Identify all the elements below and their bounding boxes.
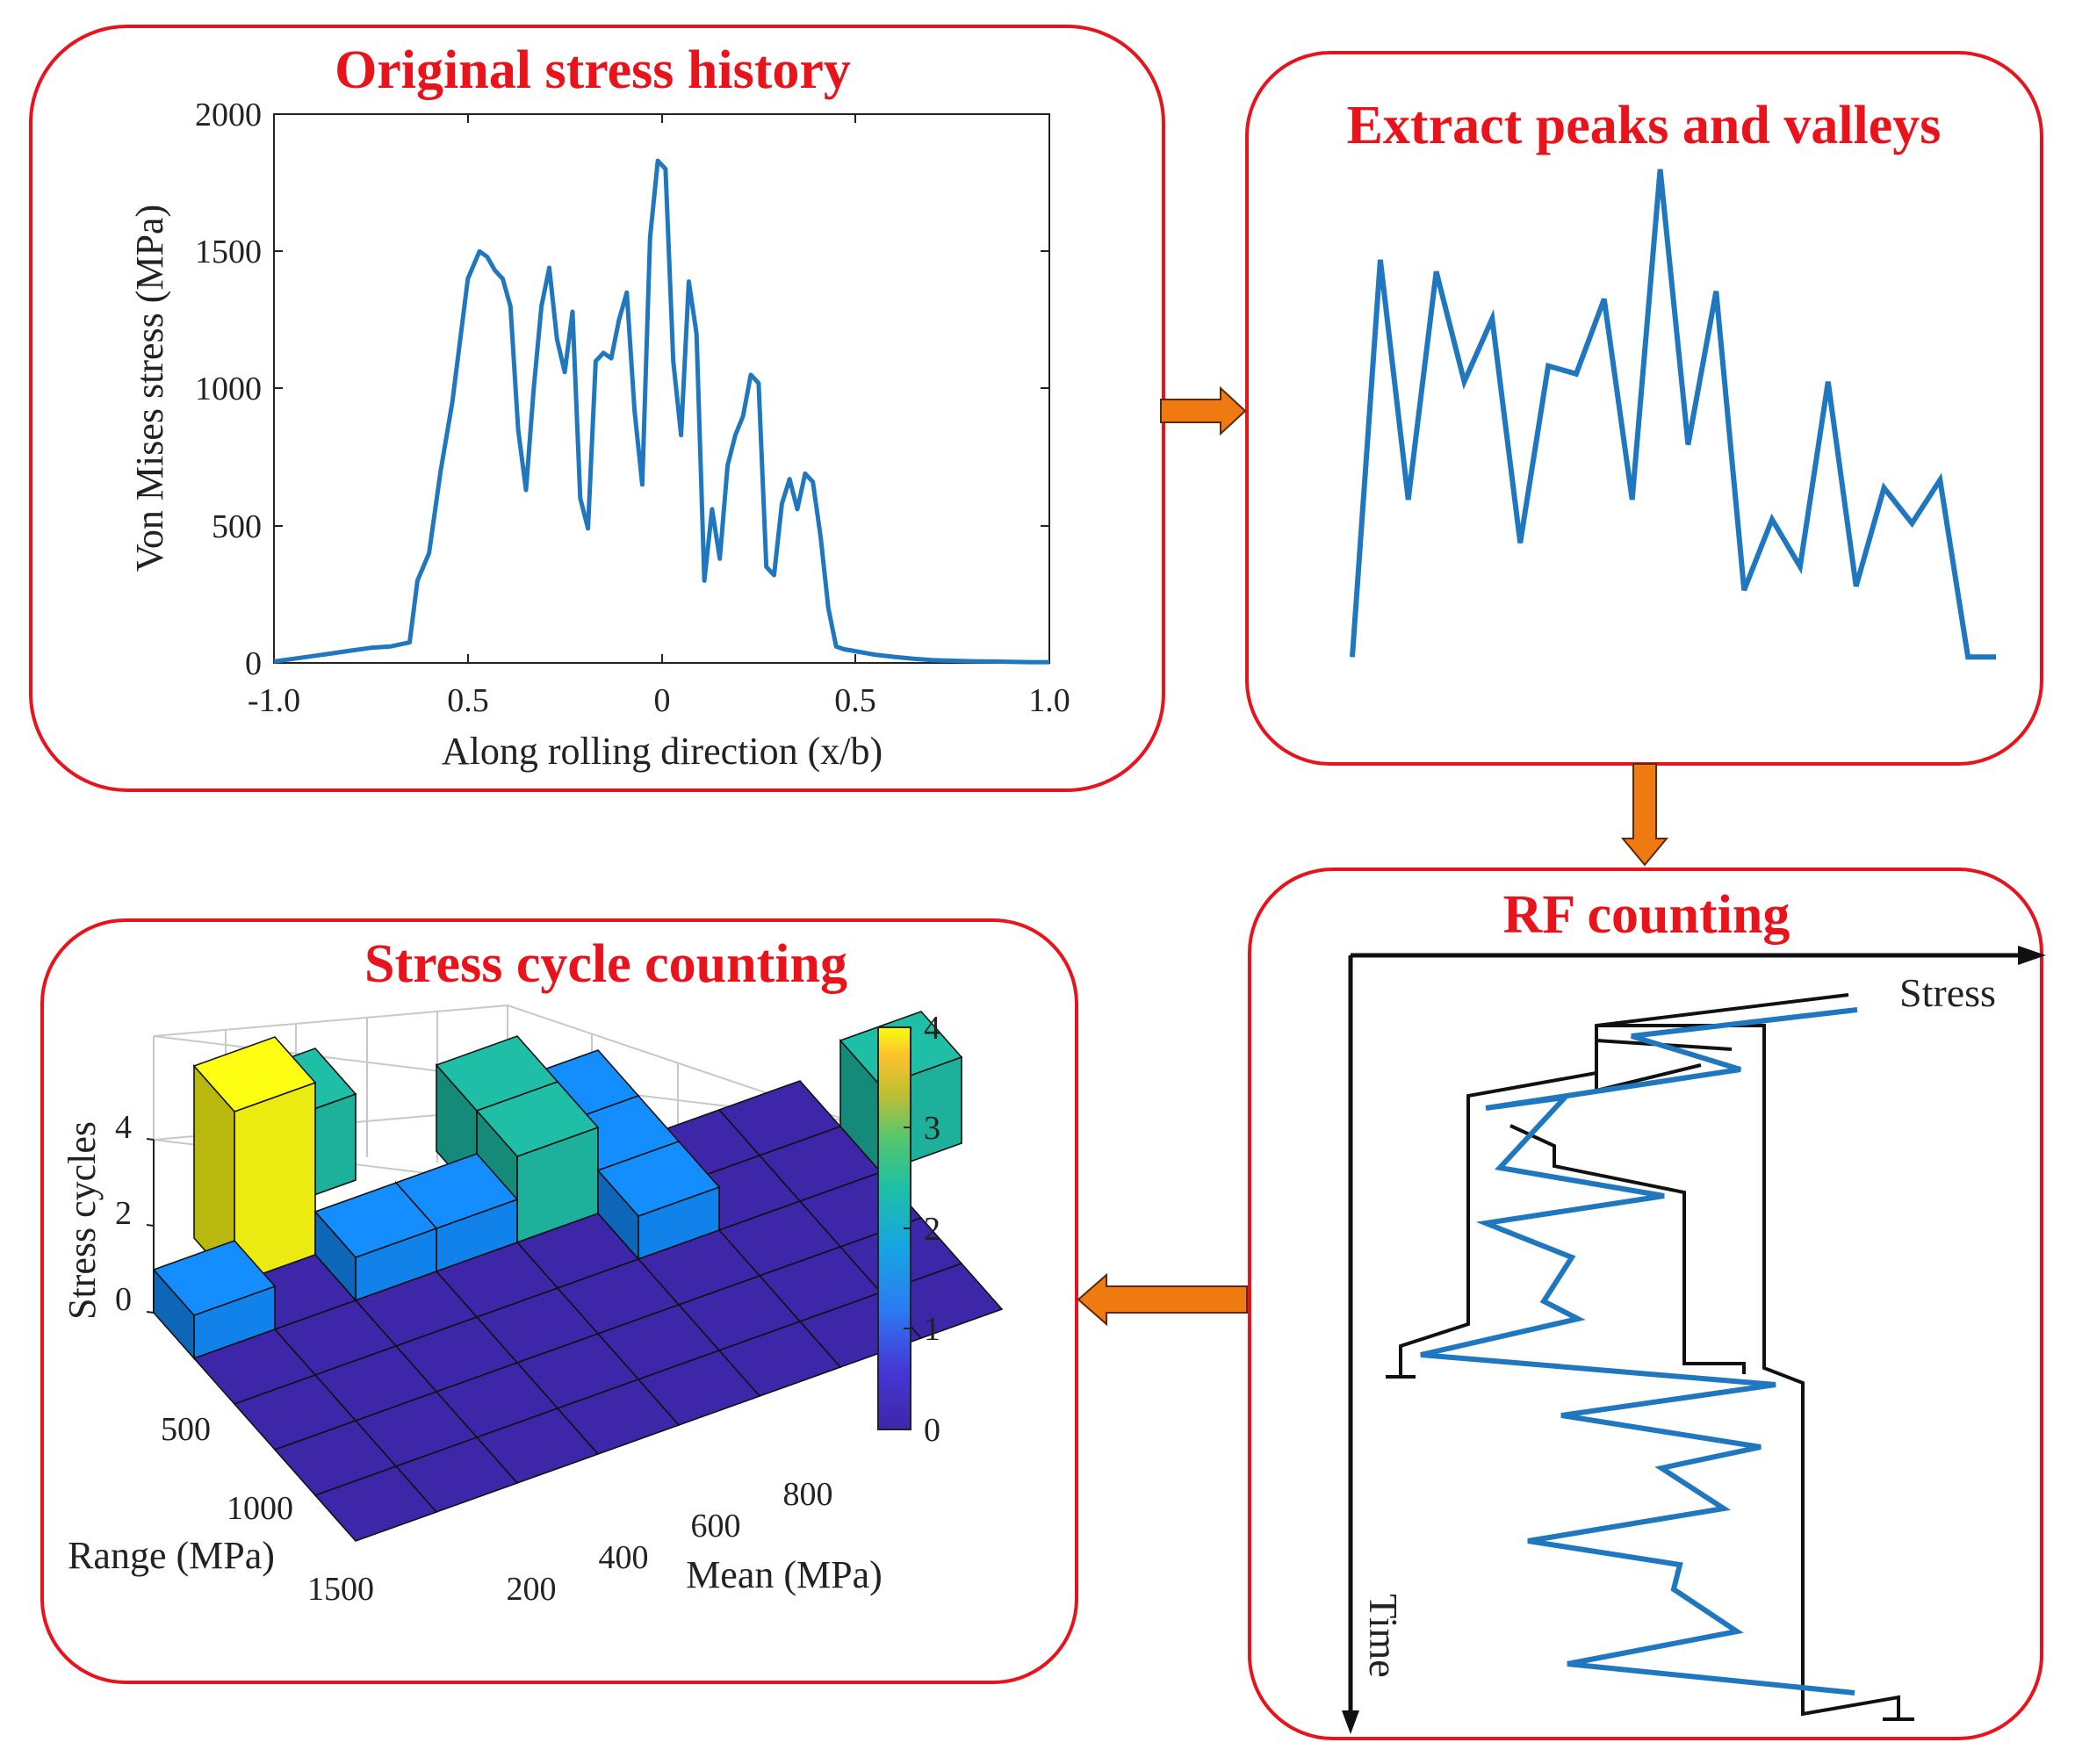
x-axis-label: Along rolling direction (x/b) [442, 730, 883, 773]
x-tick-label: 0.5 [834, 682, 876, 719]
y-tick-label: 1000 [195, 371, 262, 407]
y-tick-label: 0 [245, 645, 262, 682]
bar-face [313, 1465, 438, 1542]
rf-axes [1348, 953, 2024, 1714]
colorbar-tick-label: 0 [924, 1412, 940, 1449]
panel-title: Extract peaks and valleys [1347, 96, 1942, 155]
z-tick-label: 2 [115, 1195, 132, 1232]
mean-tick-label: 800 [783, 1476, 833, 1513]
bar-face [313, 1182, 438, 1258]
bar3d-bars [152, 1011, 1004, 1542]
panel-frame [1248, 868, 2043, 1740]
mean-tick-label: 400 [599, 1539, 649, 1576]
range-tick-label: 500 [161, 1411, 211, 1448]
x-tick-label: -1.0 [248, 682, 300, 719]
z-tick-label: 0 [115, 1281, 132, 1318]
x-tick-label: 1.0 [1028, 682, 1070, 719]
panel-title: RF counting [1503, 885, 1790, 945]
panel-original-stress-history: Original stress history 0 500 1000 1500 … [29, 25, 1165, 792]
time-axis-label: Time [1361, 1594, 1406, 1677]
x-tick-label: 0 [654, 682, 671, 719]
bar-face [192, 1036, 317, 1112]
y-tick-label: 500 [212, 508, 262, 545]
mean-tick-label: 200 [507, 1571, 557, 1608]
stress-axis-label: Stress [1899, 970, 1996, 1015]
time-axis-arrowhead [1342, 1710, 1359, 1734]
arrow-left-icon [1077, 1272, 1248, 1327]
panel-rf-counting: RF counting Stress Time [1248, 868, 2046, 1740]
peaks-valleys-line [1350, 169, 1996, 660]
bar-face [152, 1240, 277, 1316]
panel-stress-cycle-counting: Stress cycle counting 0 2 [40, 918, 1078, 1684]
range-axis-label: Range (MPa) [68, 1534, 275, 1577]
range-tick-label: 1000 [227, 1490, 293, 1527]
arrow-down-icon [1620, 763, 1669, 867]
panel-extract-peaks-valleys: Extract peaks and valleys [1245, 51, 2043, 766]
colorbar-tick-label: 3 [924, 1110, 940, 1147]
colorbar: 0 1 2 3 4 [877, 1010, 940, 1449]
rf-stress-signal [1420, 1007, 1858, 1696]
y-tick-label: 1500 [195, 234, 262, 270]
panel-title: Stress cycle counting [364, 934, 847, 994]
y-axis-label: Von Mises stress (MPa) [128, 205, 171, 572]
x-tick-label: 0.5 [447, 682, 489, 719]
y-tick-label: 2000 [195, 97, 262, 133]
stress-history-line [273, 158, 1049, 665]
panel-frame [1245, 51, 2043, 766]
colorbar-tick-label: 4 [924, 1010, 940, 1047]
panel-title: Original stress history [335, 40, 851, 100]
mean-tick-label: 600 [691, 1508, 741, 1544]
bar-face [596, 1141, 721, 1217]
colorbar-tick-label: 1 [924, 1311, 940, 1348]
range-tick-label: 1500 [307, 1571, 374, 1608]
mean-axis-label: Mean (MPa) [686, 1553, 883, 1596]
plot-axes: 0 500 1000 1500 2000 -1.0 0.5 0 0.5 1.0 … [128, 97, 1070, 773]
z-tick-label: 4 [115, 1109, 132, 1146]
z-axis-label: Stress cycles [61, 1121, 104, 1320]
panel-frame [29, 25, 1165, 792]
bar-face [475, 1081, 600, 1157]
colorbar-tick-label: 2 [924, 1211, 940, 1248]
arrow-right-icon [1160, 385, 1247, 436]
stress-axis-arrowhead [2018, 946, 2046, 965]
